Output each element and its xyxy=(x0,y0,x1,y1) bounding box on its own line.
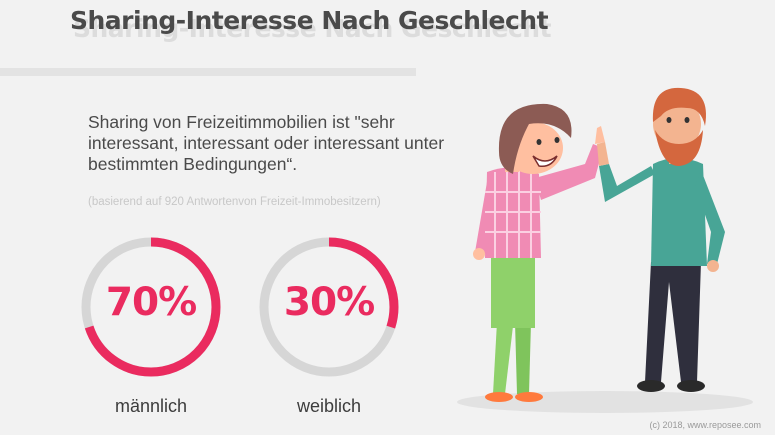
copyright-note: (c) 2018, www.reposee.com xyxy=(649,420,761,430)
donut-svg-male xyxy=(81,237,221,377)
donut-chart-female: 30% xyxy=(254,232,404,382)
donut-arc-male xyxy=(81,237,221,377)
donut-label-male: männlich xyxy=(114,396,188,416)
high-five-illustration xyxy=(457,87,753,413)
title-underline xyxy=(0,68,416,76)
donut-svg-female xyxy=(259,237,399,377)
woman-figure xyxy=(473,103,605,402)
donut-arc-female xyxy=(259,237,399,377)
basis-note: (basierend auf 920 Antwortenvon Freizeit… xyxy=(88,196,381,208)
donut-value-female: 30% xyxy=(283,280,375,325)
donut-chart-male: 70% xyxy=(76,232,226,382)
page-title: Sharing-Interesse Nach Geschlecht xyxy=(70,6,549,35)
donut-label-female: weiblich xyxy=(296,396,362,416)
donut-value-male: 70% xyxy=(105,280,197,325)
man-figure xyxy=(597,87,725,392)
statement-text: Sharing von Freizeitimmobilien ist "sehr… xyxy=(88,112,445,174)
